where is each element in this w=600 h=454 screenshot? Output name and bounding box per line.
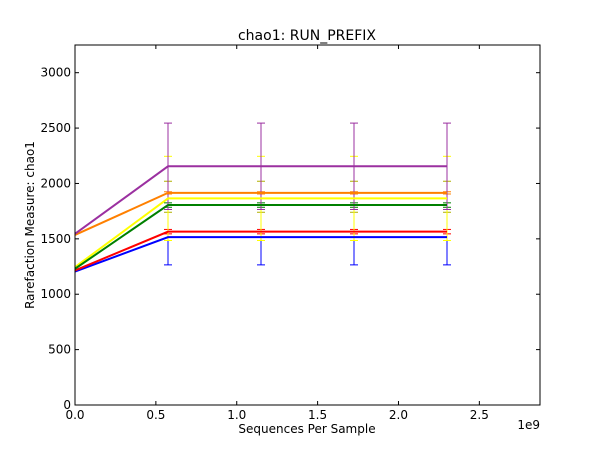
- x-axis-label: Sequences Per Sample: [238, 422, 375, 436]
- x-tick-label-4: 2.0: [389, 408, 408, 422]
- x-tick-label-2: 1.0: [227, 408, 246, 422]
- axis-ticks: 0.0 0.5 1.0 1.5 2.0 2.5 0 500 1000 1500 2000 2500 30…: [40, 45, 540, 422]
- series-line-1: [74, 230, 447, 272]
- series-line-2: [74, 197, 447, 268]
- y-tick-label-0: 0: [63, 398, 71, 412]
- series-line-0: [74, 236, 447, 273]
- x-offset-label: 1e9: [517, 418, 540, 432]
- y-tick-label-3: 1500: [40, 232, 71, 246]
- y-tick-label-4: 2000: [40, 176, 71, 190]
- y-tick-label-5: 2500: [40, 121, 71, 135]
- y-tick-label-1: 500: [48, 343, 71, 357]
- series-line-3: [74, 204, 447, 270]
- y-tick-label-6: 3000: [40, 66, 71, 80]
- x-tick-label-5: 2.5: [470, 408, 489, 422]
- y-axis-label: Rarefaction Measure: chao1: [23, 141, 37, 309]
- x-tick-label-3: 1.5: [308, 408, 327, 422]
- plot-frame: [74, 44, 541, 406]
- x-tick-label-0: 0.0: [65, 408, 84, 422]
- series-line-4: [74, 191, 447, 236]
- series-line-5: [74, 165, 447, 235]
- y-tick-label-2: 1000: [40, 287, 71, 301]
- x-tick-label-1: 0.5: [146, 408, 165, 422]
- plot-area: [74, 122, 451, 273]
- chart-title: chao1: RUN_PREFIX: [238, 28, 376, 44]
